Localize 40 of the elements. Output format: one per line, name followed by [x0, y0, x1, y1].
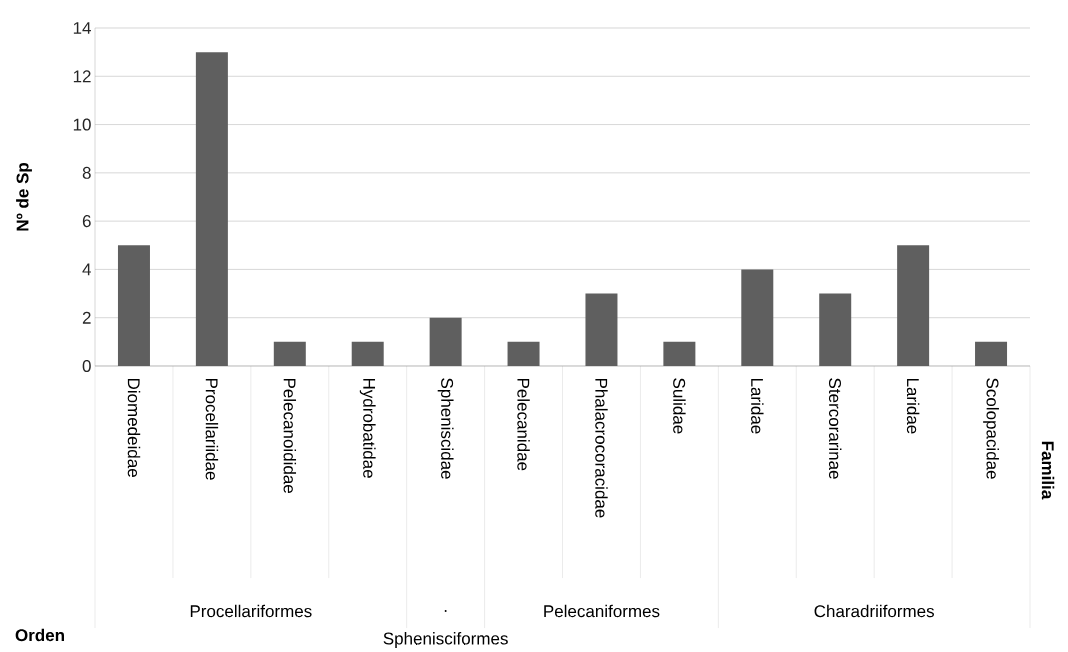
bar — [897, 245, 930, 366]
bar — [273, 341, 306, 366]
bar — [819, 293, 852, 366]
x-tick-label: Sulidae — [673, 378, 686, 434]
x-tick-label: Laridae — [906, 378, 920, 434]
bar — [507, 341, 540, 366]
text: Charadriiformes — [814, 604, 934, 618]
bar — [117, 245, 150, 366]
x-tick-label: Hydrobatidae — [359, 378, 376, 478]
y-tick-label: 0 — [82, 359, 91, 373]
text: . — [444, 610, 447, 612]
y-tick-label: 14 — [73, 22, 91, 34]
y-tick-label: 4 — [82, 263, 91, 276]
y-tick-label: 10 — [73, 118, 91, 131]
x-tick-label: Laridae — [751, 378, 764, 434]
bar — [429, 317, 462, 366]
bar — [585, 293, 618, 366]
y-tick-label: 2 — [82, 311, 91, 324]
x-tick-label: Spheniscidae — [437, 378, 454, 479]
x-tick-label: Procellariidae — [205, 378, 219, 480]
y-tick-label: 12 — [73, 70, 91, 83]
x-tick-label: Phalacrocoracidae — [595, 378, 608, 518]
bar — [741, 269, 774, 366]
y-tick-label: 8 — [82, 166, 91, 179]
bar — [195, 52, 228, 366]
y-axis-title: Nº de Sp — [16, 162, 32, 231]
text: Orden — [15, 628, 64, 642]
bar — [663, 341, 696, 366]
text: Procellariformes — [190, 604, 312, 618]
y-tick-label: 6 — [82, 215, 91, 228]
x-tick-label: Pelecanoididae — [283, 378, 297, 493]
text: Familia — [1041, 441, 1055, 500]
x-tick-label: Diomedeidae — [127, 378, 141, 477]
text: Sphenisciformes — [383, 632, 508, 648]
x-tick-label: Stercorarinae — [828, 378, 842, 479]
bar — [351, 341, 384, 366]
text: Pelecaniformes — [544, 604, 660, 618]
x-tick-label: Scolopacidae — [983, 378, 999, 479]
x-tick-label: Pelecanidae — [517, 378, 530, 471]
bar — [975, 341, 1008, 366]
